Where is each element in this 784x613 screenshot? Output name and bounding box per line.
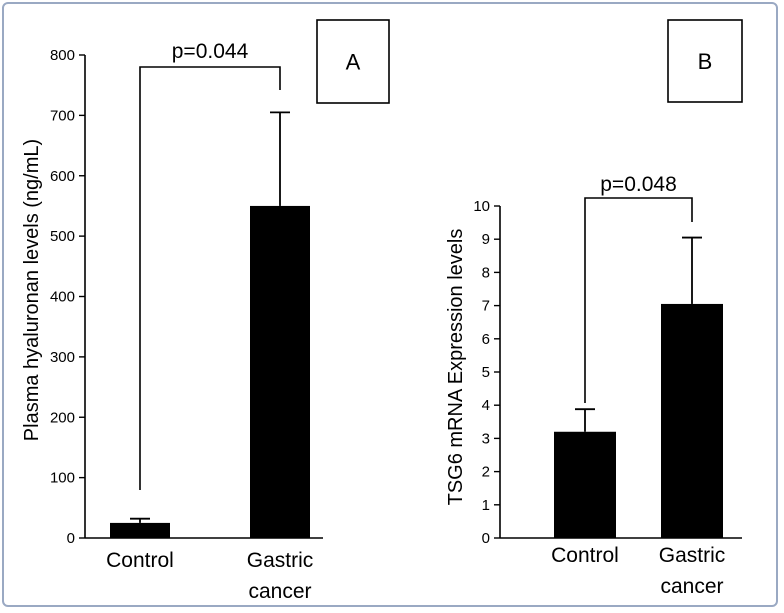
y-axis-label: Plasma hyaluronan levels (ng/mL) <box>21 139 43 441</box>
bar <box>110 522 170 538</box>
y-tick-label: 300 <box>50 349 75 366</box>
y-tick-label: 1 <box>482 497 490 514</box>
chart-panel-b: 0 1 2 3 4 5 6 7 8 9 10 TSG6 mRNA Expression levels C… <box>445 19 743 598</box>
bar <box>250 205 310 538</box>
y-tick-label: 400 <box>50 289 75 306</box>
y-tick-label: 3 <box>482 430 490 447</box>
y-tick-label: 800 <box>50 47 75 64</box>
y-tick-label: 200 <box>50 409 75 426</box>
x-category-label: cancer <box>248 580 311 603</box>
panel-label-box <box>316 19 390 104</box>
p-value-label: p=0.048 <box>600 173 677 196</box>
chart-panel-a: 0 100 200 300 400 500 600 700 800 Plasma hyaluron… <box>21 19 390 603</box>
figure-frame <box>2 2 778 607</box>
bar <box>661 303 723 538</box>
x-category-label: Gastric <box>659 544 726 567</box>
panel-label: B <box>698 49 713 74</box>
y-tick-label: 600 <box>50 168 75 185</box>
y-tick-label: 10 <box>473 198 490 215</box>
x-category-label: cancer <box>660 575 723 598</box>
x-category-label: Control <box>106 549 174 572</box>
p-value-label: p=0.044 <box>172 40 249 63</box>
y-tick-label: 0 <box>482 530 490 547</box>
panel-label: A <box>346 50 361 75</box>
y-axis-label: TSG6 mRNA Expression levels <box>445 229 467 506</box>
y-tick-label: 7 <box>482 298 490 315</box>
y-tick-label: 500 <box>50 228 75 245</box>
x-category-label: Gastric <box>247 549 314 572</box>
significance-bracket <box>139 66 281 490</box>
x-category-label: Control <box>551 544 619 567</box>
y-tick-label: 6 <box>482 331 490 348</box>
significance-bracket <box>584 197 693 403</box>
y-tick-label: 9 <box>482 231 490 248</box>
y-tick-label: 700 <box>50 107 75 124</box>
panel-label-box <box>667 19 743 103</box>
y-tick-label: 0 <box>67 530 75 547</box>
bar <box>554 431 616 538</box>
y-tick-label: 8 <box>482 264 490 281</box>
y-tick-label: 4 <box>482 397 490 414</box>
y-tick-label: 2 <box>482 464 490 481</box>
y-tick-label: 5 <box>482 364 490 381</box>
y-tick-label: 100 <box>50 470 75 487</box>
